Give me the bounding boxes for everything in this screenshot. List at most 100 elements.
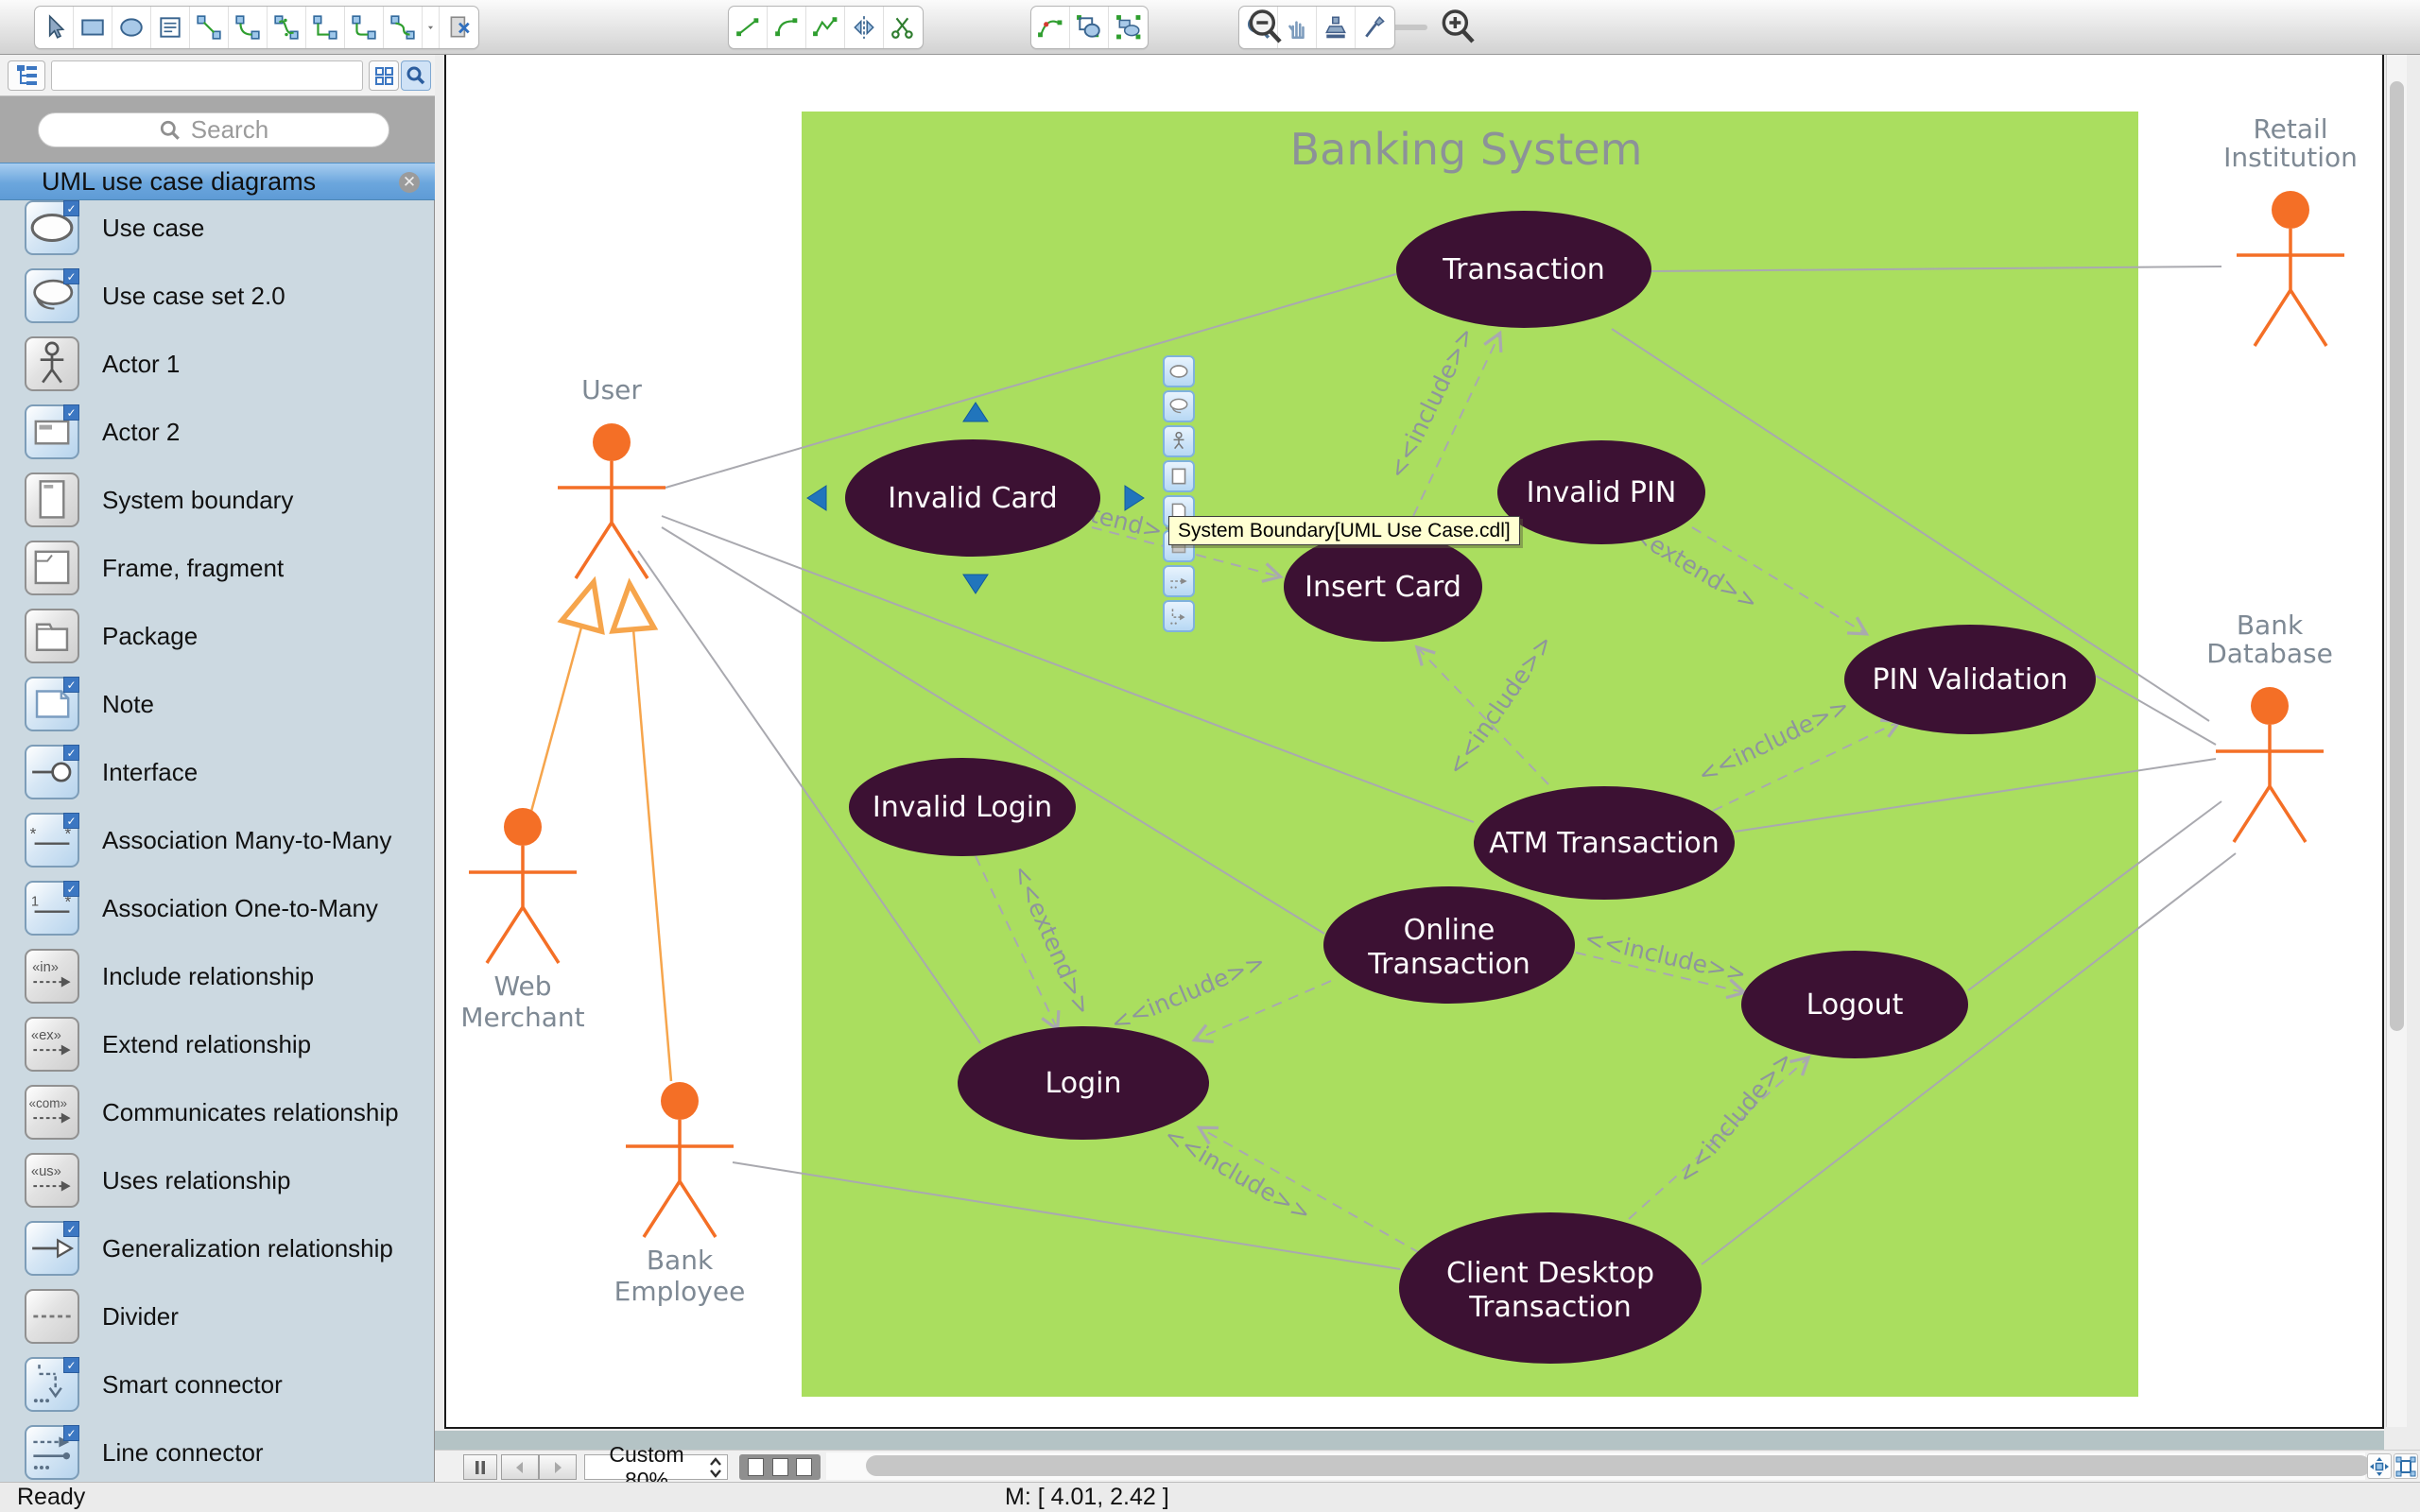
tool-pan-tool[interactable]: [1278, 7, 1317, 48]
library-title-bar[interactable]: UML use case diagrams ✕: [0, 163, 435, 200]
fit-page-button[interactable]: [2394, 1453, 2418, 1479]
zoom-stepper-icon[interactable]: [708, 1456, 723, 1479]
library-item-use-case[interactable]: ✓ Use case: [0, 200, 435, 262]
tool-rounded-connector[interactable]: [345, 7, 384, 48]
tool-group-tool[interactable]: [1109, 7, 1148, 48]
divider-tile[interactable]: [25, 1289, 79, 1344]
actor-2-tile[interactable]: ✓: [25, 404, 79, 459]
grid-icon: [375, 67, 393, 85]
generalization-relationship-tile[interactable]: ✓: [25, 1221, 79, 1276]
library-item-label: Use case: [102, 213, 205, 242]
zoom-in-button[interactable]: [1439, 8, 1477, 45]
prev-page-button[interactable]: [501, 1454, 539, 1480]
interface-tile[interactable]: ✓: [25, 745, 79, 799]
polyline-tool-icon: [813, 17, 838, 37]
tool-rectangle-tool[interactable]: [74, 7, 112, 48]
zoom-out-button[interactable]: [1246, 8, 1284, 45]
pause-dynamics-button[interactable]: [463, 1454, 497, 1480]
tool-scissors-tool[interactable]: [884, 7, 923, 48]
include-arrow-icon: [1170, 577, 1187, 589]
note-tile[interactable]: ✓: [25, 677, 79, 731]
tool-polyline-tool[interactable]: [806, 7, 845, 48]
zoom-level-select[interactable]: Custom 80%: [584, 1442, 728, 1482]
include-relationship-icon: «in»: [32, 960, 71, 988]
tool-pipette-tool[interactable]: [1356, 7, 1394, 48]
vertical-scrollbar-thumb[interactable]: [2390, 81, 2404, 1031]
library-item-association-many-to-many[interactable]: * * ✓ Association Many-to-Many: [0, 806, 435, 874]
palette-use-case-set-button[interactable]: [1163, 390, 1195, 422]
tool-elbow-connector[interactable]: [306, 7, 345, 48]
library-item-note[interactable]: ✓ Note: [0, 670, 435, 738]
actor-1-tile[interactable]: [25, 336, 79, 391]
uses-relationship-tile[interactable]: «us»: [25, 1153, 79, 1208]
extend-relationship-tile[interactable]: «ex»: [25, 1017, 79, 1072]
communicates-relationship-tile[interactable]: «com»: [25, 1085, 79, 1140]
library-item-divider[interactable]: Divider: [0, 1282, 435, 1350]
library-item-frame-fragment[interactable]: Frame, fragment: [0, 534, 435, 602]
palette-system-boundary-button[interactable]: [1163, 460, 1195, 492]
frame-fragment-tile[interactable]: [25, 541, 79, 595]
association-many-to-many-tile[interactable]: * * ✓: [25, 813, 79, 868]
tool-delete-shape[interactable]: [440, 7, 478, 48]
library-item-include-relationship[interactable]: «in» Include relationship: [0, 942, 435, 1010]
library-item-smart-connector[interactable]: ✓ Smart connector: [0, 1350, 435, 1418]
tool-curve-connector[interactable]: [384, 7, 423, 48]
pan-view-button[interactable]: [2367, 1453, 2392, 1479]
library-item-association-one-to-many[interactable]: 1 * ✓ Association One-to-Many: [0, 874, 435, 942]
drawing-canvas[interactable]: Banking System <<include>> <<extend>> <<inc…: [435, 55, 2420, 1482]
tool-edit-curve-tool[interactable]: [1031, 7, 1070, 48]
use-case-tile[interactable]: ✓: [25, 200, 79, 255]
search-area: Search: [0, 96, 435, 163]
association-one-to-many-icon: 1 *: [31, 892, 72, 913]
tree-view-button[interactable]: [8, 60, 45, 91]
library-item-label: System boundary: [102, 485, 294, 514]
use-case-icon: [1169, 365, 1188, 378]
library-item-actor-1[interactable]: Actor 1: [0, 330, 435, 398]
package-tile[interactable]: [25, 609, 79, 663]
palette-use-case-button[interactable]: [1163, 355, 1195, 387]
vertical-scrollbar[interactable]: [2386, 55, 2407, 1427]
library-item-interface[interactable]: ✓ Interface: [0, 738, 435, 806]
palette-smart-arrow-button[interactable]: [1163, 600, 1195, 632]
tool-ellipse-tool[interactable]: [112, 7, 151, 48]
tool-symmetry-tool[interactable]: [845, 7, 884, 48]
tool-arc-tool[interactable]: [768, 7, 806, 48]
library-item-use-case-set[interactable]: ✓ Use case set 2.0: [0, 262, 435, 330]
palette-include-arrow-button[interactable]: [1163, 565, 1195, 597]
tool-stamp-tool[interactable]: [1317, 7, 1356, 48]
horizontal-scrollbar[interactable]: [826, 1452, 2371, 1480]
library-item-package[interactable]: Package: [0, 602, 435, 670]
library-item-communicates-relationship[interactable]: «com» Communicates relationship: [0, 1078, 435, 1146]
tool-arc-connector[interactable]: [229, 7, 268, 48]
tool-line-tool[interactable]: [729, 7, 768, 48]
tool-bezier-connector[interactable]: [268, 7, 306, 48]
library-item-uses-relationship[interactable]: «us» Uses relationship: [0, 1146, 435, 1214]
library-item-label: Package: [102, 621, 199, 650]
library-item-generalization-relationship[interactable]: ✓ Generalization relationship: [0, 1214, 435, 1282]
page-view-buttons[interactable]: [739, 1454, 821, 1480]
tool-text-tool[interactable]: [151, 7, 190, 48]
system-boundary-tile[interactable]: [25, 472, 79, 527]
next-page-button[interactable]: [539, 1454, 577, 1480]
smart-connector-tile[interactable]: ✓: [25, 1357, 79, 1412]
library-item-label: Association One-to-Many: [102, 893, 378, 922]
tool-pointer[interactable]: [35, 7, 74, 48]
search-view-button[interactable]: [401, 60, 431, 91]
include-relationship-tile[interactable]: «in»: [25, 949, 79, 1004]
palette-actor-button[interactable]: [1163, 425, 1195, 457]
use-case-set-tile[interactable]: ✓: [25, 268, 79, 323]
association-one-to-many-tile[interactable]: 1 * ✓: [25, 881, 79, 936]
tool-direct-connector[interactable]: [190, 7, 229, 48]
library-item-system-boundary[interactable]: System boundary: [0, 466, 435, 534]
close-icon[interactable]: ✕: [399, 172, 420, 193]
grid-view-button[interactable]: [369, 60, 399, 91]
library-item-extend-relationship[interactable]: «ex» Extend relationship: [0, 1010, 435, 1078]
horizontal-scrollbar-thumb[interactable]: [866, 1455, 2371, 1476]
library-item-actor-2[interactable]: ✓ Actor 2: [0, 398, 435, 466]
search-input[interactable]: Search: [38, 112, 389, 147]
tool-crop-tool[interactable]: [1070, 7, 1109, 48]
library-item-line-connector[interactable]: ✓ Line connector: [0, 1418, 435, 1482]
line-connector-tile[interactable]: ✓: [25, 1425, 79, 1480]
tool-connector-dropdown[interactable]: [423, 7, 440, 48]
library-path-field[interactable]: [51, 60, 363, 91]
